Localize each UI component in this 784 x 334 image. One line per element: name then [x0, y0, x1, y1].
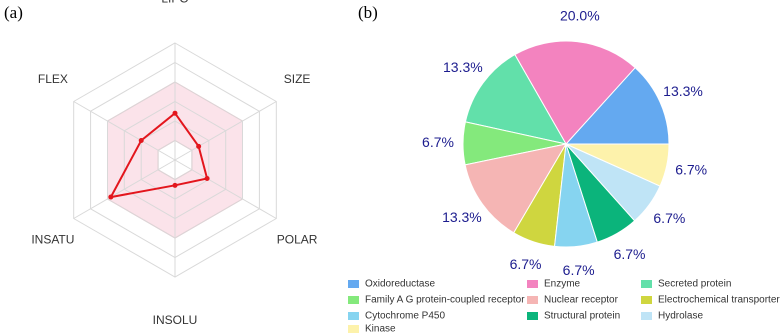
data-point — [108, 194, 114, 200]
legend-label: Secreted protein — [658, 279, 731, 290]
axis-label: LIPO — [161, 0, 188, 5]
legend-label: Structural protein — [544, 311, 620, 322]
legend-swatch — [348, 280, 359, 288]
axis-spoke — [73, 159, 176, 219]
axis-label: INSATU — [31, 233, 74, 247]
axis-spoke — [174, 101, 277, 161]
axis-label: FLEX — [38, 72, 68, 86]
axis-spoke — [73, 101, 176, 161]
legend-swatch — [641, 280, 652, 288]
axis-spoke — [174, 159, 277, 219]
legend-swatch — [527, 280, 538, 288]
pie-slice — [464, 53, 567, 145]
legend-label: Hydrolase — [658, 311, 703, 322]
legend-label: Family A G protein-coupled receptor — [365, 295, 525, 306]
pie-slice — [464, 143, 568, 234]
data-point — [172, 182, 178, 188]
data-point — [196, 143, 202, 149]
legend-label: Enzyme — [544, 279, 581, 290]
axis-label: SIZE — [284, 72, 311, 86]
data-point — [172, 110, 178, 116]
value-label: 6.7% — [510, 256, 542, 272]
value-label: 13.3% — [443, 59, 483, 75]
value-label: 6.7% — [614, 246, 646, 262]
pie-slice — [565, 143, 670, 187]
legend-label: Nuclear receptor — [544, 295, 619, 306]
legend-swatch — [641, 296, 652, 304]
value-label: 13.3% — [442, 209, 482, 225]
legend-label: Kinase — [365, 324, 396, 334]
value-label: 6.7% — [675, 161, 707, 177]
panel-label: (a) — [4, 3, 23, 22]
legend-swatch — [348, 312, 359, 320]
panel-label: (b) — [358, 3, 378, 22]
legend-label: Electrochemical transporter — [658, 295, 780, 306]
value-label: 6.7% — [653, 210, 685, 226]
pie-slice — [564, 66, 670, 145]
value-label: 20.0% — [560, 7, 600, 23]
legend-swatch — [348, 296, 359, 304]
legend-label: Cytochrome P450 — [365, 311, 445, 322]
value-label: 6.7% — [422, 134, 454, 150]
legend-swatch — [527, 296, 538, 304]
pie-slice — [514, 40, 636, 145]
axis-label: INSOLU — [153, 313, 198, 327]
value-label: 6.7% — [563, 262, 595, 278]
legend-swatch — [527, 312, 538, 320]
axis-label: POLAR — [277, 233, 318, 247]
data-point — [204, 176, 210, 182]
value-label: 13.3% — [663, 83, 703, 99]
legend-label: Oxidoreductase — [365, 279, 435, 290]
legend-swatch — [348, 325, 359, 333]
data-point — [138, 138, 144, 143]
legend-swatch — [641, 312, 652, 320]
